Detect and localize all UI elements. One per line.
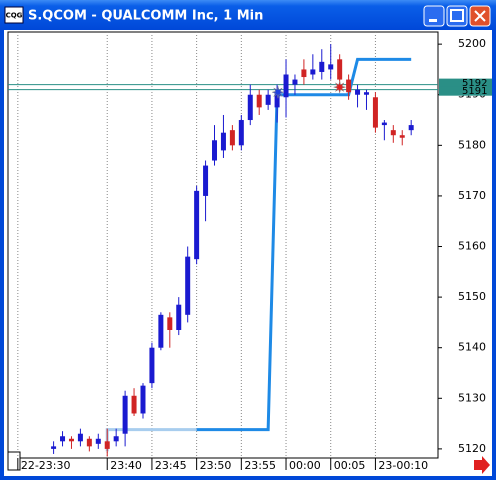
candle-body xyxy=(381,122,387,126)
x-tick-label: 23:40 xyxy=(110,459,142,472)
x-tick-label: 23:50 xyxy=(200,459,232,472)
y-tick-label: 5180 xyxy=(458,138,486,151)
y-tick-label: 5130 xyxy=(458,391,486,404)
y-tick-label: 5140 xyxy=(458,341,486,354)
candle-body xyxy=(86,438,92,447)
plot-area xyxy=(7,31,439,459)
candle-body xyxy=(390,130,396,136)
scroll-box[interactable] xyxy=(7,451,21,471)
x-tick-label: 00:05 xyxy=(334,459,366,472)
candle-body xyxy=(122,395,128,434)
candle-body xyxy=(113,436,119,442)
candle-body xyxy=(131,395,137,414)
candle-body xyxy=(212,140,218,161)
candle-body xyxy=(328,64,334,70)
candle-body xyxy=(185,256,191,315)
title-bar xyxy=(0,0,496,30)
x-tick-label: 23:45 xyxy=(155,459,187,472)
candle-body xyxy=(283,74,289,98)
trade-marker xyxy=(332,80,347,95)
candle-body xyxy=(194,190,200,260)
x-tick-label: 00:00 xyxy=(289,459,321,472)
close-button[interactable] xyxy=(469,5,491,27)
price-level-box xyxy=(439,78,492,88)
candle-body xyxy=(95,438,101,444)
candle-body xyxy=(247,94,253,121)
x-tick-label: 23-00:10 xyxy=(378,459,428,472)
scroll-right-arrow[interactable] xyxy=(474,456,490,474)
candle-body xyxy=(372,97,378,128)
candle-body xyxy=(51,446,57,449)
candle-body xyxy=(167,317,173,330)
app-icon xyxy=(4,6,24,24)
candle-body xyxy=(68,438,74,442)
candle-body xyxy=(319,61,325,72)
price-level-box xyxy=(439,86,492,96)
y-tick-label: 5170 xyxy=(458,189,486,202)
candle-body xyxy=(301,69,307,78)
candle-body xyxy=(238,120,244,146)
candle-body xyxy=(355,89,361,95)
maximize-button[interactable] xyxy=(446,5,468,27)
candle-body xyxy=(140,385,146,414)
candle-body xyxy=(149,347,155,384)
candle-body xyxy=(60,436,66,442)
candle-body xyxy=(158,314,164,348)
candle-body xyxy=(337,59,343,80)
price-level-label: 5192 xyxy=(462,78,487,89)
candle-body xyxy=(346,79,352,93)
candle-body xyxy=(104,441,110,449)
price-level-label: 5191 xyxy=(462,86,487,97)
y-tick-label: 5150 xyxy=(458,290,486,303)
candle-body xyxy=(256,94,262,108)
y-tick-label: 5120 xyxy=(458,442,486,455)
candle-body xyxy=(310,69,316,75)
candle-body xyxy=(265,94,271,105)
icon-text: CQG xyxy=(6,12,23,20)
y-tick-label: 5160 xyxy=(458,240,486,253)
candle-body xyxy=(229,130,235,146)
candle-body xyxy=(274,92,280,108)
candle-body xyxy=(292,79,298,85)
y-tick-label: 5200 xyxy=(458,37,486,50)
candle-body xyxy=(176,304,182,330)
window-title: S.QCOM - QUALCOMM Inc, 1 Min xyxy=(28,9,263,24)
candle-body xyxy=(408,125,414,131)
indicator-line xyxy=(196,57,412,432)
x-tick-label: 23:55 xyxy=(244,459,276,472)
trade-marker xyxy=(270,85,285,100)
x-tick-label: 22-23:30 xyxy=(21,459,71,472)
minimize-button[interactable] xyxy=(423,5,445,27)
candle-body xyxy=(399,135,405,138)
candle-body xyxy=(203,165,209,196)
candle-body xyxy=(77,433,83,442)
candle-body xyxy=(363,92,369,95)
candle-body xyxy=(220,132,226,151)
